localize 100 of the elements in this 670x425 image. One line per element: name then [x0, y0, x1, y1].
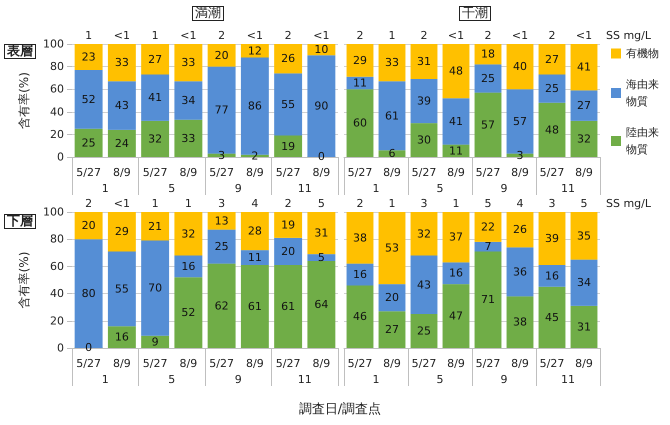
legend-label: 有機物: [626, 47, 659, 60]
bar: [442, 44, 470, 98]
text: 1: [184, 197, 192, 210]
x-tick-label: 8/9: [113, 357, 131, 370]
bar: [442, 262, 470, 284]
data-label: 32: [148, 132, 162, 146]
data-label: 13: [214, 214, 229, 228]
text: 11: [561, 373, 575, 386]
bar: [174, 81, 202, 120]
data-label: 55: [281, 98, 296, 111]
data-label: 31: [417, 55, 431, 68]
chart-title: 干潮: [462, 6, 488, 21]
bar: [474, 251, 502, 348]
data-label: 26: [281, 52, 296, 66]
text: <1: [114, 29, 130, 42]
bar: [108, 251, 136, 326]
data-label: 20: [214, 48, 229, 62]
bar: [274, 73, 302, 136]
bar: [174, 277, 202, 348]
data-label: 90: [314, 100, 328, 113]
data-label: 16: [449, 266, 463, 280]
data-label: 25: [545, 82, 559, 96]
data-label: 25: [417, 324, 431, 338]
bar: [570, 212, 598, 260]
bar: [108, 81, 136, 130]
data-label: 43: [417, 278, 431, 292]
text: 5: [484, 197, 492, 210]
text: <1: [114, 197, 130, 210]
y-axis-title: 含有率(%): [17, 252, 31, 308]
bar: [307, 254, 336, 261]
data-label: 19: [281, 218, 296, 232]
text: 2: [284, 197, 292, 210]
data-label: 29: [114, 225, 129, 238]
data-label: 33: [385, 56, 399, 70]
data-label: 20: [281, 244, 296, 258]
data-label: 16: [181, 260, 196, 273]
text: 5: [580, 197, 588, 210]
bar: [378, 212, 406, 284]
data-label: 64: [314, 298, 328, 311]
text: 2: [548, 29, 556, 42]
text: 2: [284, 29, 292, 42]
bar: [570, 44, 598, 90]
data-label: 16: [353, 268, 367, 282]
x-tick-label: 8/9: [447, 166, 465, 179]
x-tick-label: 5/27: [476, 166, 500, 179]
data-label: 16: [545, 269, 559, 282]
text: 3: [548, 197, 556, 210]
chart-title: 満潮: [195, 6, 221, 21]
text: 5: [436, 182, 444, 195]
y-tick-label: 40: [50, 287, 64, 300]
data-label: 6: [388, 147, 396, 160]
data-label: 41: [577, 60, 591, 74]
data-label: 62: [214, 299, 229, 312]
data-label: 27: [148, 52, 162, 66]
x-tick-label: 5/27: [76, 357, 101, 370]
bar: [410, 44, 438, 80]
bar: [538, 212, 566, 266]
x-tick-label: 5/27: [476, 357, 500, 370]
text: 9: [500, 373, 508, 386]
bar: [474, 44, 502, 64]
bar: [108, 130, 136, 157]
text: <1: [246, 29, 263, 42]
x-tick-label: 5/27: [348, 166, 372, 179]
data-label: 80: [82, 287, 96, 300]
x-tick-label: 8/9: [246, 166, 264, 179]
data-label: 53: [385, 242, 399, 255]
bar: [307, 260, 336, 348]
bar: [474, 212, 502, 242]
data-label: 33: [114, 56, 129, 70]
text: 11: [561, 182, 575, 195]
data-label: 16: [114, 330, 129, 344]
y-tick-label: 0: [57, 150, 64, 164]
data-label: 52: [181, 306, 196, 320]
x-tick-label: 5/27: [412, 166, 436, 179]
x-tick-label: 8/9: [180, 166, 198, 179]
bar: [442, 212, 470, 262]
bar: [474, 242, 502, 252]
bar: [141, 240, 170, 336]
bar: [538, 102, 566, 157]
bar: [410, 212, 438, 256]
data-label: 25: [82, 136, 96, 150]
x-tick-label: 8/9: [312, 357, 330, 370]
y-tick-label: 0: [57, 342, 64, 354]
bar: [274, 265, 302, 348]
bar: [474, 64, 502, 93]
x-tick-label: 5/27: [540, 357, 564, 370]
text: 2: [484, 29, 492, 42]
text: SS mg/L: [606, 29, 652, 42]
text: 1: [372, 373, 380, 386]
text: 1: [152, 197, 159, 210]
text: 9: [500, 182, 508, 195]
bar: [442, 144, 470, 157]
bar: [208, 44, 236, 67]
data-label: 39: [545, 232, 559, 246]
data-label: 60: [353, 116, 367, 130]
text: <1: [576, 29, 592, 42]
bar: [570, 260, 598, 306]
data-label: 39: [417, 94, 431, 108]
x-tick-label: 5/27: [142, 166, 168, 179]
data-label: 57: [513, 114, 527, 128]
